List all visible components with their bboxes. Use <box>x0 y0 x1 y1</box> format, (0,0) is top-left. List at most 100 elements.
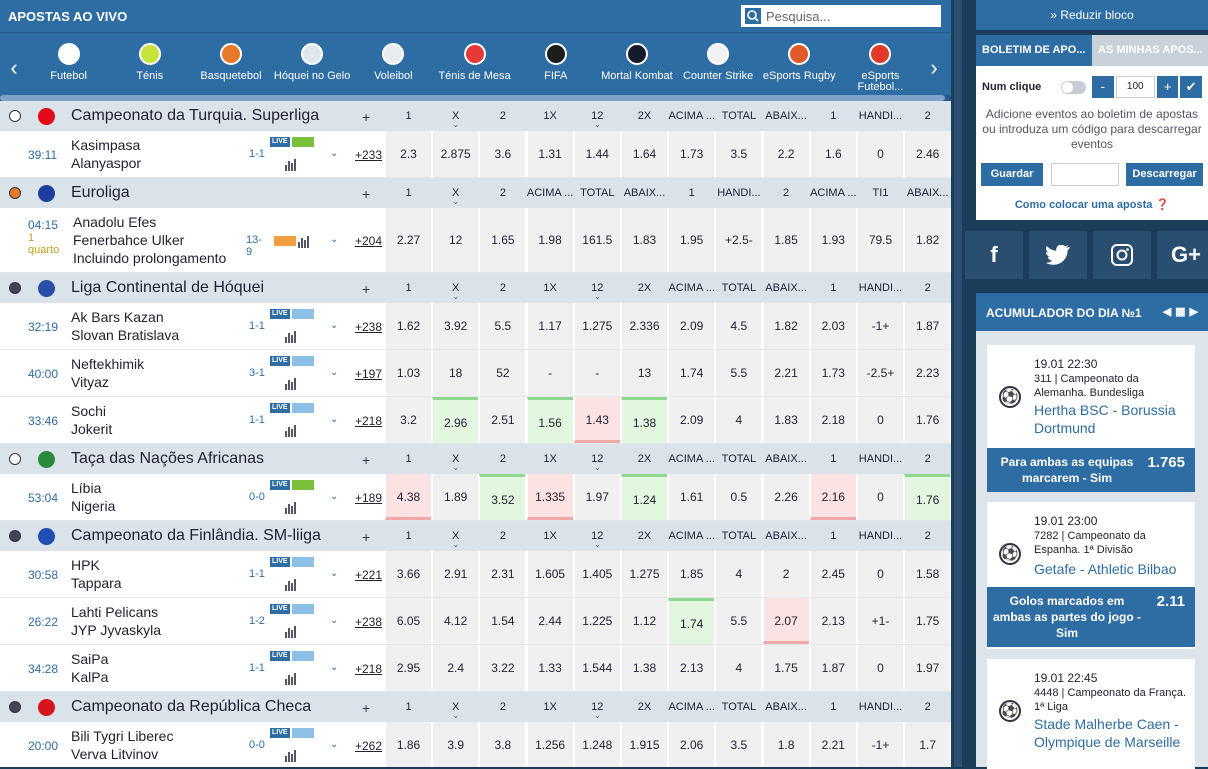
live-stream-icon[interactable]: LIVE <box>270 308 316 321</box>
expand-chevron-icon[interactable]: ⌄ <box>330 233 339 245</box>
statistics-icon[interactable] <box>298 234 315 248</box>
odds-cell[interactable]: 1.405 <box>573 551 620 597</box>
odds-cell[interactable]: 13 <box>621 350 667 396</box>
league-header[interactable]: Liga Continental de Hóquei +1 X ⌄ 2 1X 12 ⌄ 2X AC… <box>0 273 951 303</box>
sport-football[interactable]: Futebol <box>28 33 109 93</box>
odds-cell[interactable]: 79.5 <box>857 208 903 272</box>
odds-cell[interactable]: 1.544 <box>573 645 620 691</box>
odds-cell[interactable]: 1.61 <box>668 474 715 520</box>
sport-volleyball[interactable]: Voleibol <box>353 33 434 93</box>
facebook-icon[interactable]: f <box>965 231 1023 279</box>
expand-markets-button[interactable]: + <box>362 109 371 125</box>
live-stream-icon[interactable]: LIVE <box>270 650 316 663</box>
odds-cell[interactable]: 1.95 <box>668 208 715 272</box>
live-stream-icon[interactable]: LIVE <box>270 603 316 616</box>
search-input[interactable]: Pesquisa... <box>741 5 941 27</box>
horizontal-scrollbar[interactable] <box>0 95 951 101</box>
field-tracker-icon[interactable] <box>291 556 314 567</box>
odds-cell[interactable]: 2.875 <box>432 131 479 177</box>
odds-cell[interactable]: 4 <box>715 645 762 691</box>
odds-cell[interactable]: 0 <box>857 474 903 520</box>
odds-cell[interactable]: 2.95 <box>385 645 431 691</box>
field-tracker-icon[interactable] <box>291 603 314 614</box>
odds-cell[interactable]: 2 <box>762 551 809 597</box>
live-stream-icon[interactable] <box>272 235 318 248</box>
instagram-icon[interactable] <box>1093 231 1151 279</box>
more-markets-link[interactable]: +189 <box>355 490 383 505</box>
odds-cell[interactable]: 1.76 <box>904 474 951 520</box>
odds-cell[interactable]: 1.256 <box>526 722 573 767</box>
more-markets-link[interactable]: +218 <box>355 413 383 428</box>
odds-cell[interactable]: 1.03 <box>385 350 431 396</box>
amount-plus-button[interactable]: + <box>1156 76 1179 98</box>
odds-cell[interactable]: 1.82 <box>762 303 809 349</box>
odds-cell[interactable]: 2.13 <box>668 645 715 691</box>
odds-cell[interactable]: 1.85 <box>762 208 809 272</box>
odds-cell[interactable]: 2.13 <box>809 598 856 644</box>
odds-cell[interactable]: 2.46 <box>904 131 951 177</box>
twitter-icon[interactable] <box>1029 231 1087 279</box>
league-header[interactable]: Campeonato da Turquia. Superliga +1 X ⌄ 2 1X 1… <box>0 101 951 131</box>
amount-field[interactable]: 100 <box>1115 76 1155 98</box>
expand-markets-button[interactable]: + <box>362 700 371 716</box>
odds-cell[interactable]: 3.92 <box>432 303 479 349</box>
odds-cell[interactable]: 3.5 <box>715 131 762 177</box>
expand-markets-button[interactable]: + <box>362 186 371 202</box>
sport-football-gamepad[interactable]: eSports Futebol... <box>840 33 921 93</box>
carousel-right-arrow-icon[interactable]: › <box>930 55 938 80</box>
odds-cell[interactable]: 1.7 <box>904 722 951 767</box>
odds-cell[interactable]: 3.9 <box>432 722 479 767</box>
expand-chevron-icon[interactable]: ⌄ <box>330 366 339 378</box>
odds-cell[interactable]: 1.73 <box>809 350 856 396</box>
sport-mortal-kombat[interactable]: Mortal Kombat <box>596 33 677 93</box>
match-row[interactable]: 40:00 Neftekhimik Vityaz 3-1 LIVE ⌄ +197 1.03 18… <box>0 350 951 397</box>
scrollbar-thumb[interactable] <box>954 0 962 767</box>
statistics-icon[interactable] <box>285 329 302 343</box>
odds-cell[interactable]: 1.248 <box>573 722 620 767</box>
live-stream-icon[interactable]: LIVE <box>270 402 316 415</box>
odds-cell[interactable]: -1+ <box>857 303 903 349</box>
google-plus-icon[interactable]: G+ <box>1157 231 1208 279</box>
odds-cell[interactable]: 1.65 <box>479 208 526 272</box>
accumulator-card[interactable]: ⚽ 19.01 23:00 7282 | Campeonato da Espanha… <box>987 502 1195 649</box>
odds-cell[interactable]: 2.16 <box>809 474 856 520</box>
odds-cell[interactable]: 1.87 <box>809 645 856 691</box>
odds-cell[interactable]: - <box>573 350 620 396</box>
odds-cell[interactable]: 1.62 <box>385 303 431 349</box>
odds-cell[interactable]: 0 <box>857 397 903 443</box>
expand-chevron-icon[interactable]: ⌄ <box>330 567 339 579</box>
odds-cell[interactable]: 2.31 <box>479 551 526 597</box>
odds-cell[interactable]: 1.275 <box>573 303 620 349</box>
sport-table-tennis[interactable]: Ténis de Mesa <box>434 33 515 93</box>
league-header[interactable]: Euroliga +1 X ⌄ 2 ACIMA ... TOTAL ABAIX... 1 HAND… <box>0 178 951 208</box>
odds-cell[interactable]: 1.97 <box>573 474 620 520</box>
statistics-icon[interactable] <box>285 671 302 685</box>
odds-cell[interactable]: 4.12 <box>432 598 479 644</box>
field-tracker-icon[interactable] <box>291 727 314 738</box>
odds-cell[interactable]: 4.38 <box>385 474 431 520</box>
odds-cell[interactable]: -2.5+ <box>857 350 903 396</box>
odds-cell[interactable]: 1.12 <box>621 598 667 644</box>
odds-cell[interactable]: 1.73 <box>668 131 715 177</box>
odds-cell[interactable]: 3.52 <box>479 474 526 520</box>
expand-chevron-icon[interactable]: ⌄ <box>330 661 339 673</box>
odds-cell[interactable]: 3.66 <box>385 551 431 597</box>
match-row[interactable]: 53:04 Líbia Nigeria 0-0 LIVE ⌄ +189 4.38 1.89 3.5… <box>0 474 951 521</box>
odds-cell[interactable]: 3.22 <box>479 645 526 691</box>
confirm-check-icon[interactable]: ✔ <box>1180 76 1203 98</box>
sport-basketball[interactable]: Basquetebol <box>190 33 271 93</box>
match-row[interactable]: 33:46 Sochi Jokerit 1-1 LIVE ⌄ +218 3.2 2.96 2.51… <box>0 397 951 444</box>
odds-cell[interactable]: 2.96 <box>432 397 479 443</box>
expand-markets-button[interactable]: + <box>362 452 371 468</box>
odds-cell[interactable]: 0 <box>857 551 903 597</box>
odds-cell[interactable]: 2.91 <box>432 551 479 597</box>
odds-cell[interactable]: 3.2 <box>385 397 431 443</box>
statistics-icon[interactable] <box>285 423 302 437</box>
statistics-icon[interactable] <box>285 376 302 390</box>
statistics-icon[interactable] <box>285 748 302 762</box>
odds-cell[interactable]: 1.76 <box>904 397 951 443</box>
statistics-icon[interactable] <box>285 500 302 514</box>
odds-cell[interactable]: 1.31 <box>526 131 573 177</box>
expand-markets-button[interactable]: + <box>362 281 371 297</box>
odds-cell[interactable]: 1.24 <box>621 474 667 520</box>
